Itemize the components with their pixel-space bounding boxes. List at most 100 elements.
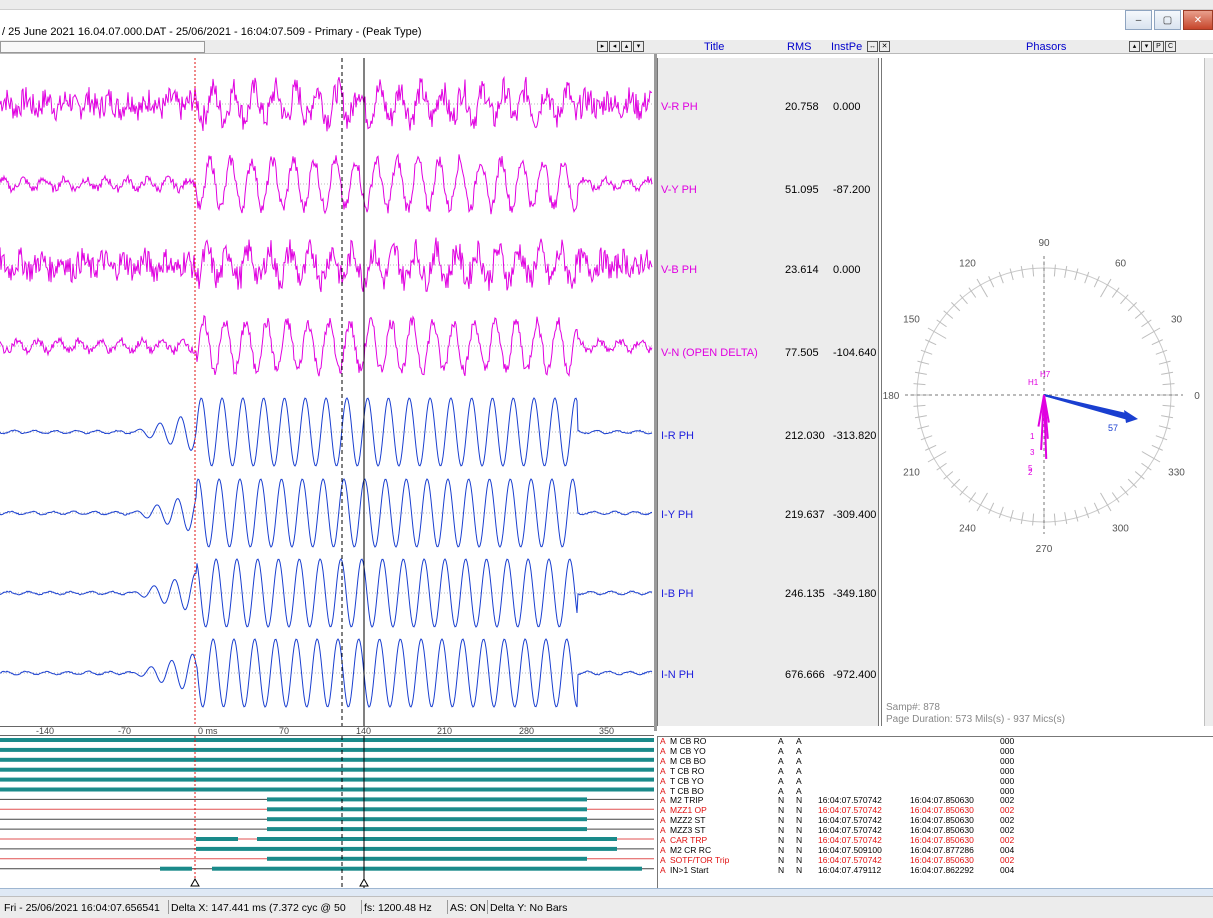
- phasor-buttons: ▴ ▾ P C: [1129, 41, 1176, 52]
- wave-ib: [0, 558, 653, 628]
- right-scrollbar[interactable]: [1204, 58, 1213, 726]
- digital-name: IN>1 Start: [670, 864, 709, 875]
- current-phasor: [1043, 394, 1132, 422]
- phasor-angle-label: 240: [959, 524, 976, 535]
- channel-rms-vr: 20.758: [785, 101, 819, 113]
- digital-state-1: N: [778, 815, 785, 826]
- phasor-tick: [1084, 506, 1090, 519]
- time-tick: -70: [118, 726, 132, 736]
- channel-name-vn[interactable]: V-N (OPEN DELTA): [661, 347, 758, 359]
- digital-state-1: A: [778, 785, 784, 796]
- channel-name-in[interactable]: I-N PH: [661, 669, 694, 681]
- time-tick: 0 ms: [198, 726, 218, 736]
- expand-columns-icon[interactable]: ↔: [867, 41, 878, 52]
- phasor-tick: [998, 506, 1004, 519]
- digital-state-2: N: [796, 795, 803, 806]
- bottom-scrollbar[interactable]: [0, 888, 1213, 896]
- digital-flag: A: [660, 825, 666, 836]
- phasor-down-icon[interactable]: ▾: [1141, 41, 1152, 52]
- channel-name-ir[interactable]: I-R PH: [661, 430, 694, 442]
- phasor-tick: [925, 339, 937, 346]
- rms-column-header[interactable]: RMS: [787, 41, 812, 53]
- phasor-tick: [1151, 444, 1163, 451]
- digital-bar: [196, 837, 238, 841]
- phasor-angle-label: 90: [1038, 238, 1050, 249]
- phasor-up-icon[interactable]: ▴: [1129, 41, 1140, 52]
- digital-bar: [196, 846, 617, 851]
- digital-state-2: A: [796, 765, 802, 776]
- status-bar: Fri - 25/06/2021 16:04:07.656541 Delta X…: [0, 896, 1213, 918]
- page-duration: Page Duration: 573 Mils(s) - 937 Mics(s): [886, 714, 1065, 725]
- digital-flag: A: [660, 854, 666, 865]
- phasor-tick: [936, 462, 947, 471]
- close-button[interactable]: ✕: [1183, 10, 1213, 30]
- phasor-tick: [1064, 265, 1068, 278]
- scroll-up-icon[interactable]: ▴: [621, 41, 632, 52]
- phasor-tick: [927, 327, 947, 339]
- phasor-angle-label: 210: [903, 468, 920, 479]
- scroll-right-icon[interactable]: ▸: [597, 41, 608, 52]
- digital-time-on: 16:04:07.479112: [818, 864, 882, 875]
- digital-bar: [257, 837, 617, 841]
- status-delta-y: Delta Y: No Bars: [490, 902, 568, 914]
- phasor-tick: [1100, 278, 1112, 298]
- phasor-splitter[interactable]: [878, 58, 882, 726]
- status-separator: [487, 900, 488, 914]
- voltage-phasor: [1043, 394, 1050, 423]
- instpe-column-header[interactable]: InstPe: [831, 41, 863, 53]
- digital-state-2: N: [796, 835, 803, 845]
- phasor-tick: [1009, 509, 1014, 522]
- minimize-button[interactable]: –: [1125, 10, 1152, 30]
- digital-state-2: A: [796, 736, 802, 746]
- digital-waveform-panel[interactable]: [0, 736, 654, 888]
- digital-count: 004: [1000, 864, 1015, 875]
- panel-splitter[interactable]: [654, 54, 657, 731]
- digital-bar: [160, 866, 192, 871]
- phasor-tick: [1093, 502, 1100, 514]
- phasor-tick: [1141, 327, 1161, 339]
- phasor-tick: [951, 478, 961, 488]
- phasor-tick: [1032, 264, 1035, 277]
- digital-count: 000: [1000, 775, 1015, 786]
- digital-canvas[interactable]: [0, 736, 654, 888]
- digital-bar: [212, 866, 642, 871]
- channel-name-vy[interactable]: V-Y PH: [661, 184, 697, 196]
- page-left-icon[interactable]: ◂: [609, 41, 620, 52]
- digital-flag: A: [660, 775, 666, 786]
- scroll-down-icon[interactable]: ▾: [633, 41, 644, 52]
- close-columns-icon[interactable]: ✕: [879, 41, 890, 52]
- channel-name-iy[interactable]: I-Y PH: [661, 509, 694, 521]
- channel-name-vr[interactable]: V-R PH: [661, 101, 698, 113]
- phasor-tick: [1161, 371, 1174, 375]
- phasor-tick: [968, 492, 977, 503]
- digital-time-on: 16:04:07.570742: [818, 835, 882, 845]
- phasor-c-button[interactable]: C: [1165, 41, 1176, 52]
- phasor-tick: [1120, 485, 1129, 496]
- time-tick: 70: [279, 726, 290, 736]
- phasor-tick: [1141, 451, 1161, 463]
- phasor-tick: [1151, 339, 1163, 346]
- channel-name-ib[interactable]: I-B PH: [661, 588, 694, 600]
- phasor-tick: [1155, 349, 1168, 355]
- phasor-tick: [1158, 425, 1171, 430]
- digital-count: 000: [1000, 785, 1015, 796]
- waveform-canvas[interactable]: [0, 58, 654, 726]
- digital-flag: A: [660, 765, 666, 776]
- voltage-phasor: [1040, 394, 1045, 450]
- digital-name: CAR TRP: [670, 835, 708, 845]
- phasor-angle-label: 120: [959, 258, 976, 269]
- horizontal-scrollbar[interactable]: [0, 41, 205, 53]
- phasor-p-button[interactable]: P: [1153, 41, 1164, 52]
- phasor-tick: [914, 415, 927, 419]
- phasor-diagram[interactable]: 906030033030027024021018015012057H7H1135…: [882, 58, 1204, 698]
- phasors-header: Phasors: [1026, 41, 1067, 53]
- status-separator: [168, 900, 169, 914]
- wave-vr: [0, 75, 653, 132]
- analog-waveform-panel[interactable]: [0, 58, 654, 726]
- channel-name-vb[interactable]: V-B PH: [661, 264, 698, 276]
- phasor-tick: [1161, 415, 1174, 419]
- title-column-header[interactable]: Title: [704, 41, 725, 53]
- digital-time-off: 16:04:07.850630: [910, 825, 974, 836]
- phasor-tick: [1032, 513, 1035, 526]
- maximize-button[interactable]: ▢: [1154, 10, 1181, 30]
